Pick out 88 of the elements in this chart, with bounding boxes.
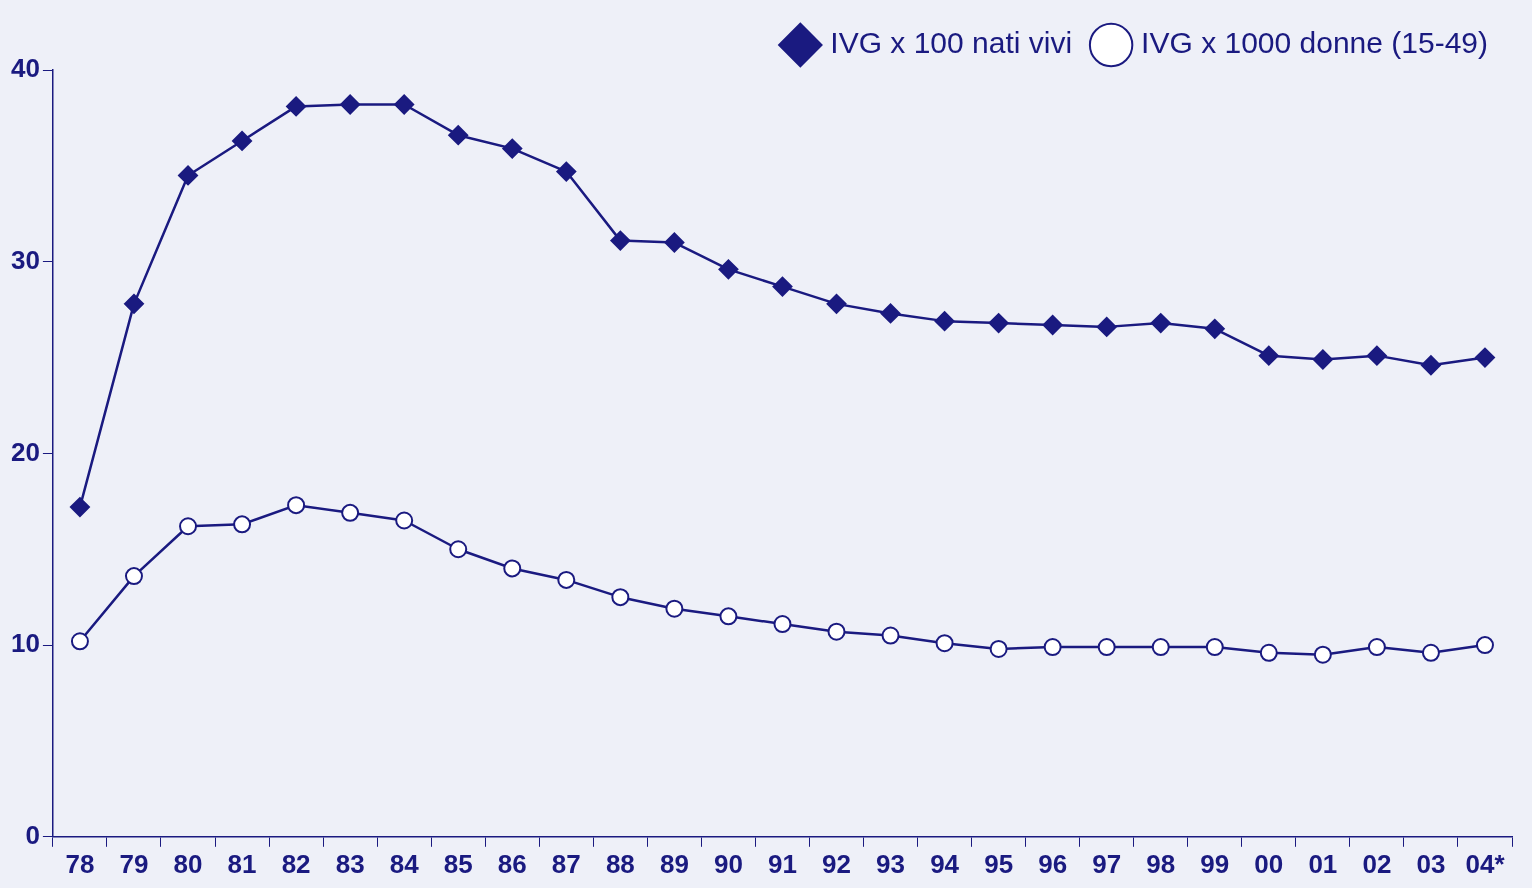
y-tick-label: 20 [11,436,40,467]
point [1150,313,1171,334]
x-tick-label: 81 [227,848,257,879]
x-tick-label: 80 [173,848,203,879]
point [1475,636,1494,655]
x-tick-label: 84 [389,848,420,879]
y-tick-label: 10 [11,628,40,659]
point [664,232,685,253]
y-tick-label: 30 [11,244,40,275]
point [287,496,306,515]
x-tick-label: 04* [1465,848,1506,879]
x-tick-label: 96 [1038,848,1068,879]
point [502,138,523,159]
point [232,130,253,151]
point [503,559,522,578]
x-tick-label: 85 [443,848,473,879]
x-tick-label: 83 [335,848,365,879]
x-tick-label: 93 [876,848,905,879]
legend-label: IVG x 1000 donne (15-49) [1141,26,1488,60]
point [826,293,847,314]
point [394,94,415,115]
point [719,607,738,626]
x-tick-label: 82 [281,848,311,879]
legend-label: IVG x 100 nati vivi [830,26,1073,60]
x-tick-label: 95 [984,848,1014,879]
x-tick-label: 98 [1146,848,1176,879]
point [1312,349,1333,370]
x-tick-label: 94 [930,848,960,879]
point [448,125,469,146]
point [340,94,361,115]
x-tick-label: 90 [713,848,743,879]
x-tick-label: 01 [1308,848,1338,879]
x-tick-label: 03 [1416,848,1446,879]
y-tick-label: 40 [11,53,40,84]
x-tick-label: 97 [1092,848,1122,879]
point [70,632,89,651]
point [1097,638,1116,657]
point [935,634,954,653]
point [988,313,1009,334]
point [69,497,90,518]
point [1366,345,1387,366]
point [827,622,846,641]
x-tick-label: 87 [551,848,581,879]
point [1205,638,1224,657]
point [1096,316,1117,337]
x-tick-label: 78 [65,848,95,879]
point [665,599,684,618]
x-tick-label: 79 [119,848,149,879]
x-tick-label: 99 [1200,848,1230,879]
point [178,165,199,186]
point [611,588,630,607]
point [1151,638,1170,657]
point [1420,355,1441,376]
point [233,515,252,534]
point [449,540,468,559]
point [773,615,792,634]
point [556,161,577,182]
point [1042,314,1063,335]
point [772,276,793,297]
point [1474,347,1495,368]
point [1043,638,1062,657]
point [1259,643,1278,662]
x-tick-label: 00 [1254,848,1284,879]
point [989,639,1008,658]
x-tick-label: 91 [768,848,797,879]
point [286,96,307,117]
x-tick-label: 89 [659,848,689,879]
point [880,303,901,324]
point [1367,638,1386,657]
x-tick-label: 02 [1362,848,1392,879]
point [395,511,414,530]
point [934,311,955,332]
y-tick-label: 0 [25,819,40,850]
point [718,259,739,280]
point [1204,318,1225,339]
x-tick-label: 88 [605,848,635,879]
point [610,230,631,251]
point [124,567,143,586]
point [341,503,360,522]
point [179,517,198,536]
point [1421,643,1440,662]
point [123,293,144,314]
x-tick-label: 92 [822,848,851,879]
point [1313,645,1332,664]
x-tick-label: 86 [497,848,527,879]
point [557,570,576,589]
point [881,626,900,645]
point [1258,345,1279,366]
